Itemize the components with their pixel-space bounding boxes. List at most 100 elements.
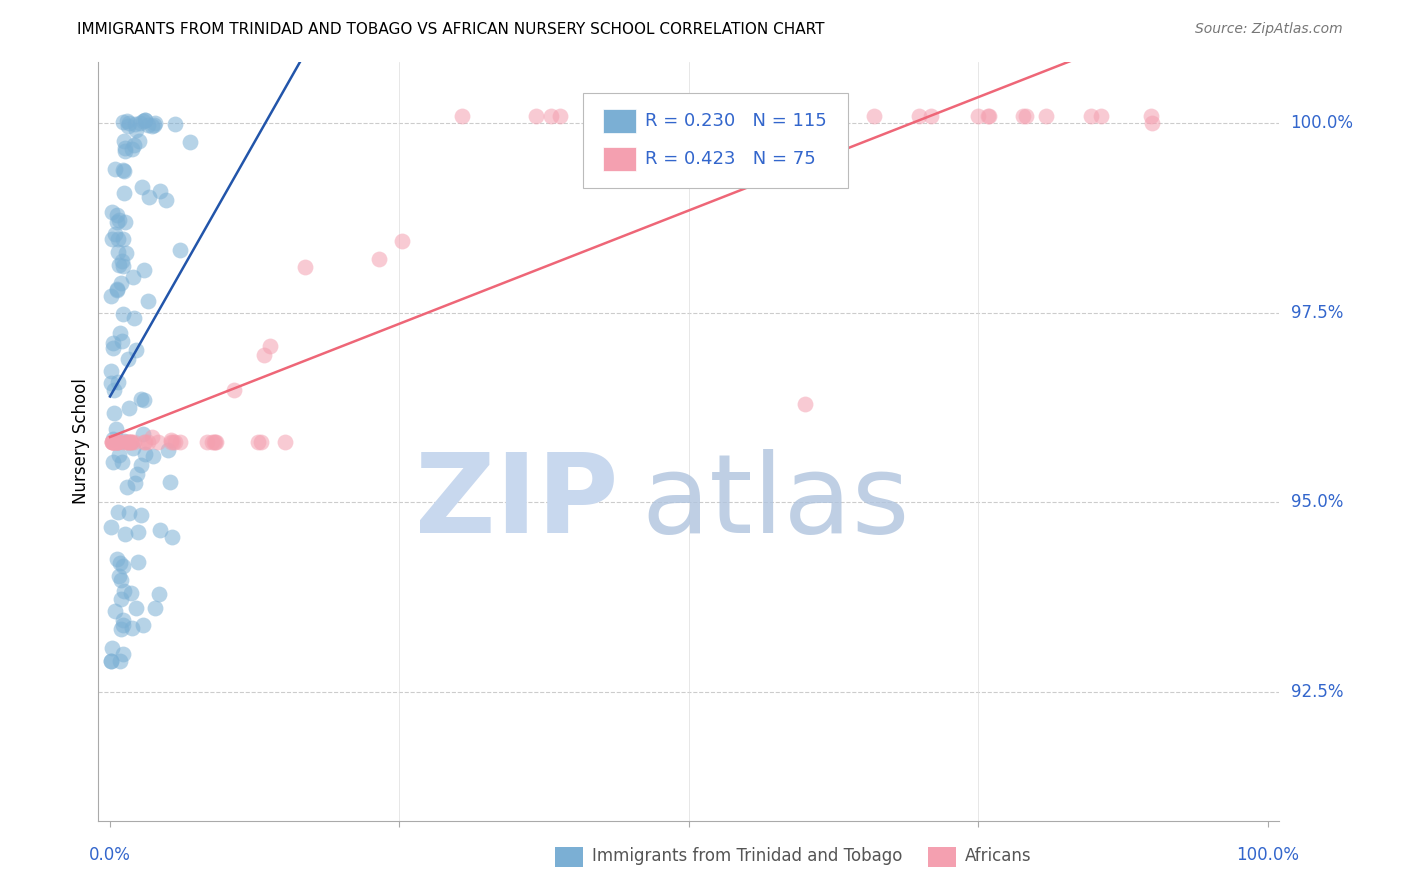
Point: [107, 434, 129, 449]
Point: [104, 422, 127, 436]
Point: [108, 568, 131, 582]
Point: [107, 258, 129, 272]
Text: 92.5%: 92.5%: [1291, 682, 1343, 701]
Point: [391, 234, 413, 248]
Y-axis label: Nursery School: Nursery School: [72, 378, 90, 505]
Point: [155, 194, 177, 208]
Point: [548, 109, 571, 123]
Point: [368, 252, 391, 266]
Point: [114, 141, 136, 155]
Point: [162, 531, 184, 545]
Point: [143, 118, 166, 132]
Point: [118, 401, 141, 416]
Point: [108, 448, 131, 462]
Point: [132, 617, 155, 632]
Point: [811, 109, 834, 123]
FancyBboxPatch shape: [582, 93, 848, 187]
Point: [179, 136, 201, 150]
Point: [127, 524, 149, 539]
Text: 0.0%: 0.0%: [89, 846, 131, 863]
Point: [122, 270, 145, 285]
Point: [108, 557, 131, 571]
Point: [100, 655, 122, 669]
Point: [125, 343, 148, 357]
Point: [104, 162, 127, 177]
Point: [101, 434, 124, 449]
Point: [134, 434, 156, 449]
Point: [105, 208, 128, 222]
Point: [101, 434, 124, 449]
Point: [195, 434, 218, 449]
Point: [108, 213, 131, 227]
Text: R = 0.423   N = 75: R = 0.423 N = 75: [645, 150, 815, 168]
Point: [657, 109, 679, 123]
Point: [100, 641, 122, 656]
Point: [107, 232, 129, 246]
Point: [103, 406, 125, 420]
Point: [110, 622, 132, 636]
Point: [112, 163, 135, 178]
Point: [107, 245, 129, 260]
Point: [136, 434, 159, 449]
Point: [169, 243, 191, 257]
Point: [108, 655, 131, 669]
Point: [205, 434, 228, 449]
Text: IMMIGRANTS FROM TRINIDAD AND TOBAGO VS AFRICAN NURSERY SCHOOL CORRELATION CHART: IMMIGRANTS FROM TRINIDAD AND TOBAGO VS A…: [77, 22, 825, 37]
Point: [908, 109, 931, 123]
Point: [111, 618, 134, 632]
Point: [104, 604, 127, 618]
Point: [124, 475, 146, 490]
Point: [202, 434, 225, 449]
Point: [112, 647, 135, 661]
Point: [117, 434, 139, 449]
FancyBboxPatch shape: [928, 847, 956, 867]
Point: [134, 434, 156, 449]
FancyBboxPatch shape: [603, 146, 636, 171]
Point: [117, 352, 139, 367]
Point: [141, 430, 163, 444]
Point: [100, 289, 122, 303]
Point: [122, 137, 145, 152]
Point: [246, 434, 269, 449]
Text: Source: ZipAtlas.com: Source: ZipAtlas.com: [1195, 22, 1343, 37]
Point: [107, 375, 129, 389]
Point: [110, 573, 132, 587]
Text: Immigrants from Trinidad and Tobago: Immigrants from Trinidad and Tobago: [592, 847, 903, 865]
Point: [131, 508, 153, 522]
Point: [103, 434, 125, 449]
Text: 100.0%: 100.0%: [1291, 114, 1354, 132]
Point: [1035, 109, 1057, 123]
Point: [1012, 109, 1035, 123]
Point: [100, 364, 122, 378]
Point: [127, 555, 149, 569]
Point: [619, 109, 641, 123]
Point: [115, 113, 138, 128]
Point: [110, 277, 132, 291]
Text: atlas: atlas: [641, 449, 910, 556]
Point: [125, 601, 148, 615]
Point: [1140, 116, 1163, 130]
Point: [450, 109, 472, 123]
Point: [101, 432, 124, 446]
Text: 97.5%: 97.5%: [1291, 303, 1343, 322]
Point: [111, 614, 134, 628]
Point: [111, 163, 134, 178]
Point: [103, 383, 125, 397]
Point: [976, 109, 998, 123]
Point: [142, 449, 165, 463]
Point: [294, 260, 316, 275]
Point: [120, 586, 142, 600]
Text: R = 0.230   N = 115: R = 0.230 N = 115: [645, 112, 827, 130]
Point: [101, 434, 124, 449]
Point: [688, 109, 710, 123]
Point: [114, 527, 136, 541]
Point: [131, 180, 153, 194]
Point: [134, 113, 156, 128]
Point: [105, 282, 128, 296]
Point: [654, 109, 676, 123]
Point: [204, 434, 226, 449]
Point: [253, 348, 276, 362]
Point: [129, 392, 152, 406]
Point: [121, 434, 143, 449]
Point: [273, 434, 295, 449]
